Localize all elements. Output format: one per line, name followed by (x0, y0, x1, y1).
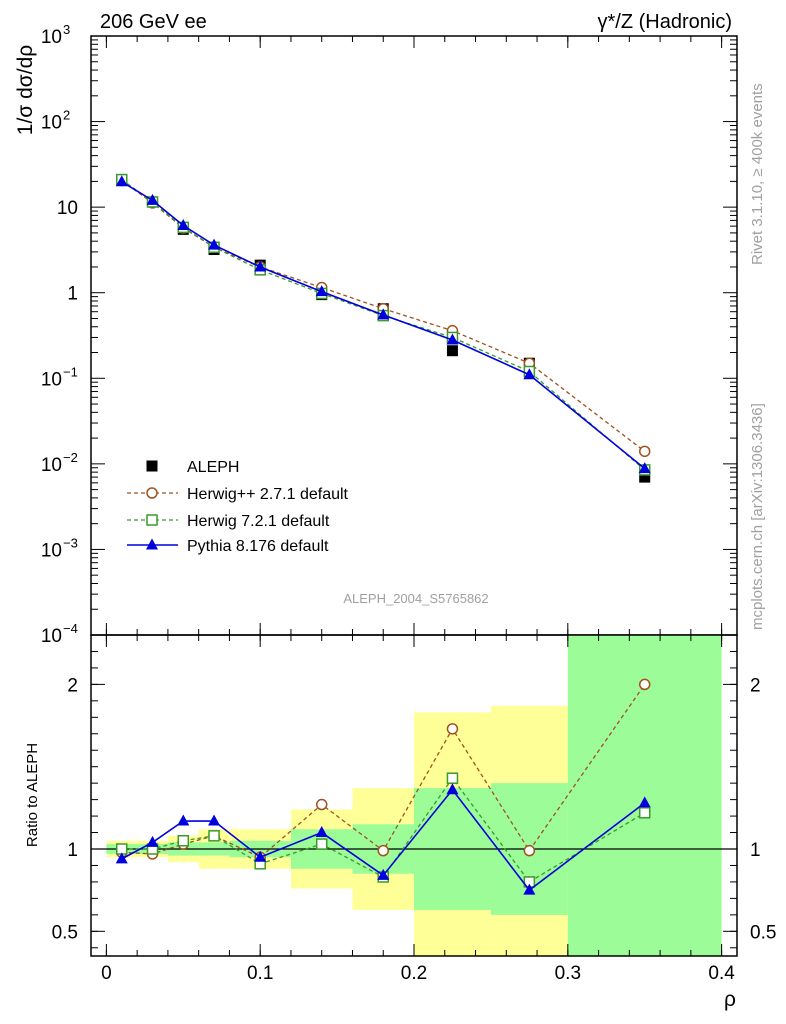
main-point-data-7 (446, 345, 458, 357)
legend-label-herwigpp: Herwig++ 2.7.1 default (187, 486, 349, 503)
ratio-point-herwigpp-8 (523, 844, 536, 857)
x-axis-label: ρ (724, 988, 736, 1011)
ratio-panel-frame (90, 634, 738, 957)
legend-label-aleph: ALEPH (187, 459, 239, 476)
ratio-point-pythia-9 (638, 796, 651, 808)
ratio-y-tick-label-2: 2 (67, 675, 78, 696)
main-point-pythia-2 (177, 219, 190, 231)
ratio-point-herwigpp-6 (377, 844, 389, 857)
ratio-y-axis-label: Ratio to ALEPH (24, 743, 41, 847)
ratio-y-tick-label-1: 1 (67, 840, 78, 861)
legend-marker-herwigpp (146, 487, 158, 499)
main-y-tick-label-4: 10 (41, 369, 62, 390)
legend-markers (127, 460, 178, 550)
ratio-point-herwig7-5 (315, 838, 328, 850)
main-y-tick-exponent-6: −3 (63, 535, 78, 550)
ratio-point-herwigpp-9 (638, 678, 651, 691)
ratio-y-tick-label-0: 0.5 (52, 922, 78, 943)
ratio-plot-area: 0 0.1 0.2 0.3 0.4 0.5 0.5 1 1 2 2 (52, 635, 776, 984)
main-y-tick-label-7: 10 (41, 626, 62, 647)
main-line-herwig7 (121, 179, 646, 471)
analysis-id-label: ALEPH_2004_S5765862 (343, 591, 488, 606)
main-y-tick-exponent-1: 2 (63, 108, 70, 123)
ratio-panel: 0 0.1 0.2 0.3 0.4 0.5 0.5 1 1 2 2 Ratio to ALEPH ρ (24, 634, 776, 1011)
main-point-data-9 (639, 471, 651, 483)
ratio-point-herwig7-9 (638, 807, 651, 819)
x-tick-label-2: 0.2 (401, 963, 427, 984)
main-y-tick-label-1: 10 (41, 113, 62, 134)
main-point-herwigpp-9 (638, 445, 651, 458)
ratio-line-pythia (121, 788, 646, 892)
main-point-pythia-9 (638, 462, 651, 474)
rivet-version-label: Rivet 3.1.10, ≥ 400k events (749, 83, 766, 265)
ratio-point-pythia-1 (146, 835, 159, 847)
main-y-tick-exponent-7: −4 (63, 621, 78, 636)
legend: ALEPH Herwig++ 2.7.1 default Herwig 7.2.… (127, 459, 349, 555)
ratio-point-herwig7-3 (208, 830, 220, 842)
legend-marker-pythia (146, 538, 158, 550)
main-y-tick-label-5: 10 (41, 455, 62, 476)
main-point-pythia-4 (254, 260, 267, 272)
main-point-pythia-7 (446, 333, 459, 345)
main-y-tick-exponent-5: −2 (63, 450, 78, 465)
ratio-y-tick-label-right-1: 1 (750, 840, 761, 861)
main-point-pythia-8 (523, 368, 536, 380)
main-point-pythia-6 (377, 308, 390, 320)
ratio-point-herwigpp-5 (315, 798, 328, 811)
x-tick-label-1: 0.1 (247, 963, 273, 984)
ratio-y-tick-label-right-2: 2 (750, 675, 761, 696)
ratio-point-pythia-6 (377, 868, 390, 880)
ratio-point-pythia-3 (208, 814, 221, 826)
main-point-pythia-5 (315, 285, 328, 297)
ratio-point-pythia-8 (523, 883, 536, 895)
main-y-tick-label-2: 10 (57, 198, 78, 219)
energy-label: 206 GeV ee (100, 11, 207, 33)
main-point-pythia-3 (208, 238, 221, 250)
x-tick-label-0: 0 (101, 963, 112, 984)
ratio-point-pythia-5 (315, 826, 328, 838)
main-y-tick-label-0: 10 (41, 27, 62, 48)
ratio-point-pythia-7 (446, 783, 459, 795)
ratio-point-pythia-0 (115, 852, 128, 864)
legend-label-herwig7: Herwig 7.2.1 default (187, 513, 330, 530)
main-y-tick-exponent-0: 3 (63, 22, 70, 37)
mcplots-source-label: mcplots.cern.ch [arXiv:1306.3436] (749, 403, 766, 630)
ratio-point-pythia-4 (254, 850, 267, 862)
legend-label-pythia: Pythia 8.176 default (187, 538, 329, 555)
ratio-point-herwig7-7 (446, 772, 459, 784)
main-y-axis-label: 1/σ dσ/dρ (14, 45, 37, 135)
legend-marker-herwig7 (146, 514, 158, 526)
main-y-tick-label-3: 1 (67, 284, 78, 305)
process-label: γ*/Z (Hadronic) (598, 11, 732, 33)
main-y-tick-label-6: 10 (41, 540, 62, 561)
x-tick-label-3: 0.3 (555, 963, 581, 984)
ratio-y-tick-label-right-0: 0.5 (750, 922, 776, 943)
main-point-pythia-1 (146, 193, 159, 205)
legend-marker-data (146, 460, 158, 472)
ratio-point-pythia-2 (177, 814, 190, 826)
main-y-tick-exponent-4: −1 (63, 364, 78, 379)
ratio-point-herwigpp-7 (446, 723, 459, 735)
x-tick-label-4: 0.4 (708, 963, 735, 984)
ratio-point-herwig7-2 (177, 835, 190, 847)
main-point-pythia-0 (115, 175, 128, 187)
main-line-pythia (121, 181, 646, 470)
